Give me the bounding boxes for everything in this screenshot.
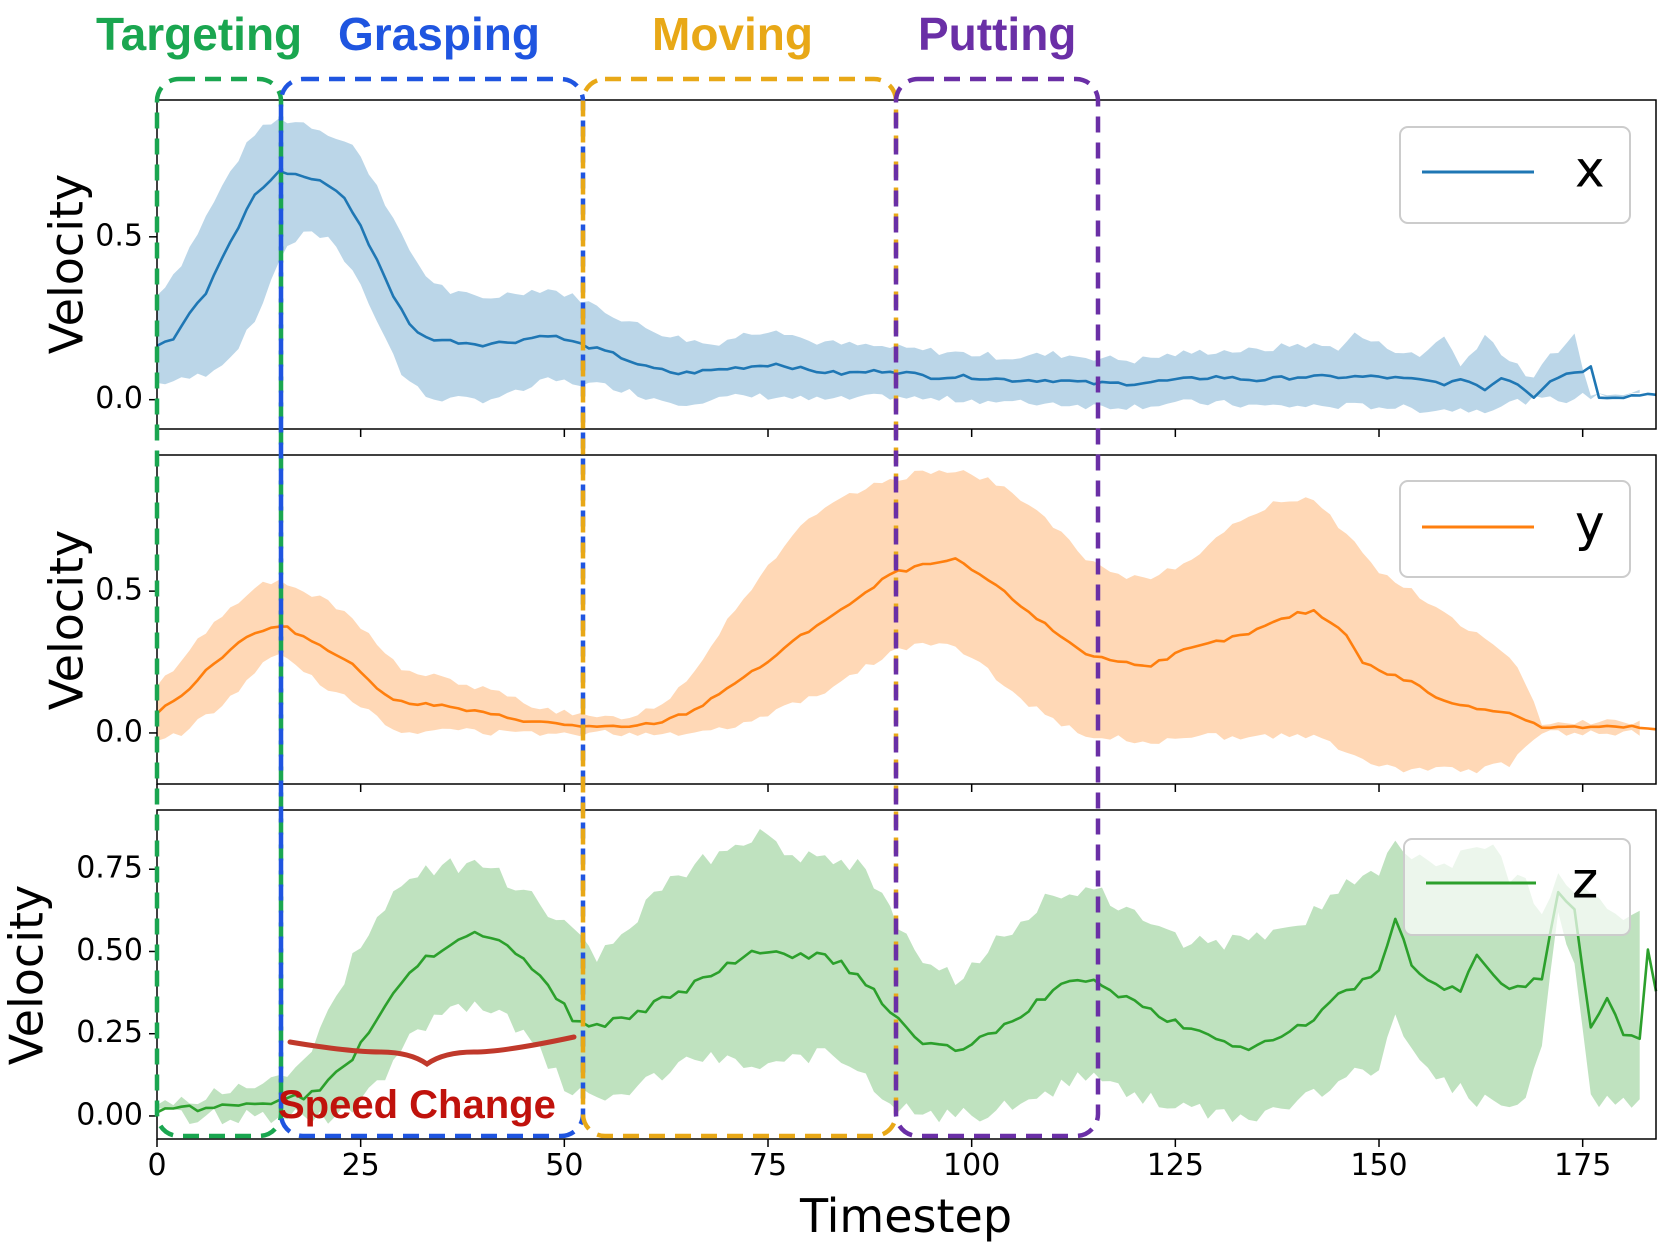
xlabel-timestep: Timestep bbox=[799, 1189, 1012, 1243]
curly-brace-icon bbox=[287, 1034, 577, 1068]
xtick-label: 175 bbox=[1554, 1148, 1611, 1183]
std-band-y bbox=[157, 470, 1640, 774]
plot-layer-z bbox=[156, 829, 1658, 1125]
legend-y: y bbox=[1399, 480, 1631, 578]
mean-line-z bbox=[156, 890, 1658, 1114]
legend-box-y bbox=[1399, 480, 1631, 578]
ticks-x: 0.0 0.5 bbox=[95, 218, 1584, 437]
xtick-label: 75 bbox=[749, 1148, 787, 1183]
phase-box-targeting bbox=[154, 76, 284, 1139]
panel-z: 0.00 0.25 0.50 0.75 0 25 50 75 100 125 150 175 Velo… bbox=[0, 809, 1658, 1243]
ytick-label: 0.0 bbox=[95, 381, 143, 416]
ytick-label: 0.0 bbox=[95, 714, 143, 749]
xtick-label: 25 bbox=[342, 1148, 380, 1183]
phase-label-grasping: Grasping bbox=[338, 8, 540, 60]
ylabel-z: Velocity bbox=[0, 885, 54, 1065]
legend-box-x bbox=[1399, 126, 1631, 224]
phase-box-putting bbox=[893, 76, 1101, 1139]
panel-x: 0.0 0.5 Velocity x bbox=[40, 99, 1657, 437]
ytick-label: 0.5 bbox=[95, 573, 143, 608]
mean-line-x bbox=[156, 169, 1657, 400]
phase-box-grasping bbox=[278, 76, 586, 1139]
ytick-label: 0.75 bbox=[76, 851, 143, 886]
legend-box-z bbox=[1403, 838, 1631, 936]
legend-label-x: x bbox=[1575, 141, 1605, 199]
xtick-label: 50 bbox=[545, 1148, 583, 1183]
ytick-label: 0.50 bbox=[76, 933, 143, 968]
ticks-z: 0.00 0.25 0.50 0.75 0 25 50 75 100 125 150 175 bbox=[76, 851, 1611, 1183]
mean-line-y bbox=[156, 557, 1657, 731]
ytick-label: 0.25 bbox=[76, 1015, 143, 1050]
plot-layer-y bbox=[156, 470, 1657, 774]
ticks-y: 0.0 0.5 bbox=[95, 573, 1584, 792]
xtick-label: 125 bbox=[1147, 1148, 1204, 1183]
std-band-z bbox=[157, 829, 1640, 1125]
panel-y: 0.0 0.5 Velocity y bbox=[40, 454, 1657, 792]
phase-boxes bbox=[154, 76, 1101, 1139]
legend-z: z bbox=[1403, 838, 1631, 936]
phase-label-targeting: Targeting bbox=[96, 8, 302, 60]
speed-change-annotation: Speed Change bbox=[278, 1083, 556, 1127]
ytick-label: 0.5 bbox=[95, 218, 143, 253]
phase-label-moving: Moving bbox=[652, 8, 813, 60]
xtick-label: 100 bbox=[943, 1148, 1000, 1183]
xtick-label: 0 bbox=[147, 1148, 166, 1183]
ylabel-y: Velocity bbox=[40, 530, 94, 710]
ylabel-x: Velocity bbox=[40, 174, 94, 354]
legend-label-y: y bbox=[1575, 495, 1605, 553]
phase-label-putting: Putting bbox=[918, 8, 1076, 60]
plot-layer-x bbox=[156, 118, 1657, 414]
ytick-label: 0.00 bbox=[76, 1097, 143, 1132]
xtick-label: 150 bbox=[1350, 1148, 1407, 1183]
legend-x: x bbox=[1399, 126, 1631, 224]
axes-frame-x bbox=[156, 99, 1657, 430]
legend-label-z: z bbox=[1572, 852, 1598, 910]
